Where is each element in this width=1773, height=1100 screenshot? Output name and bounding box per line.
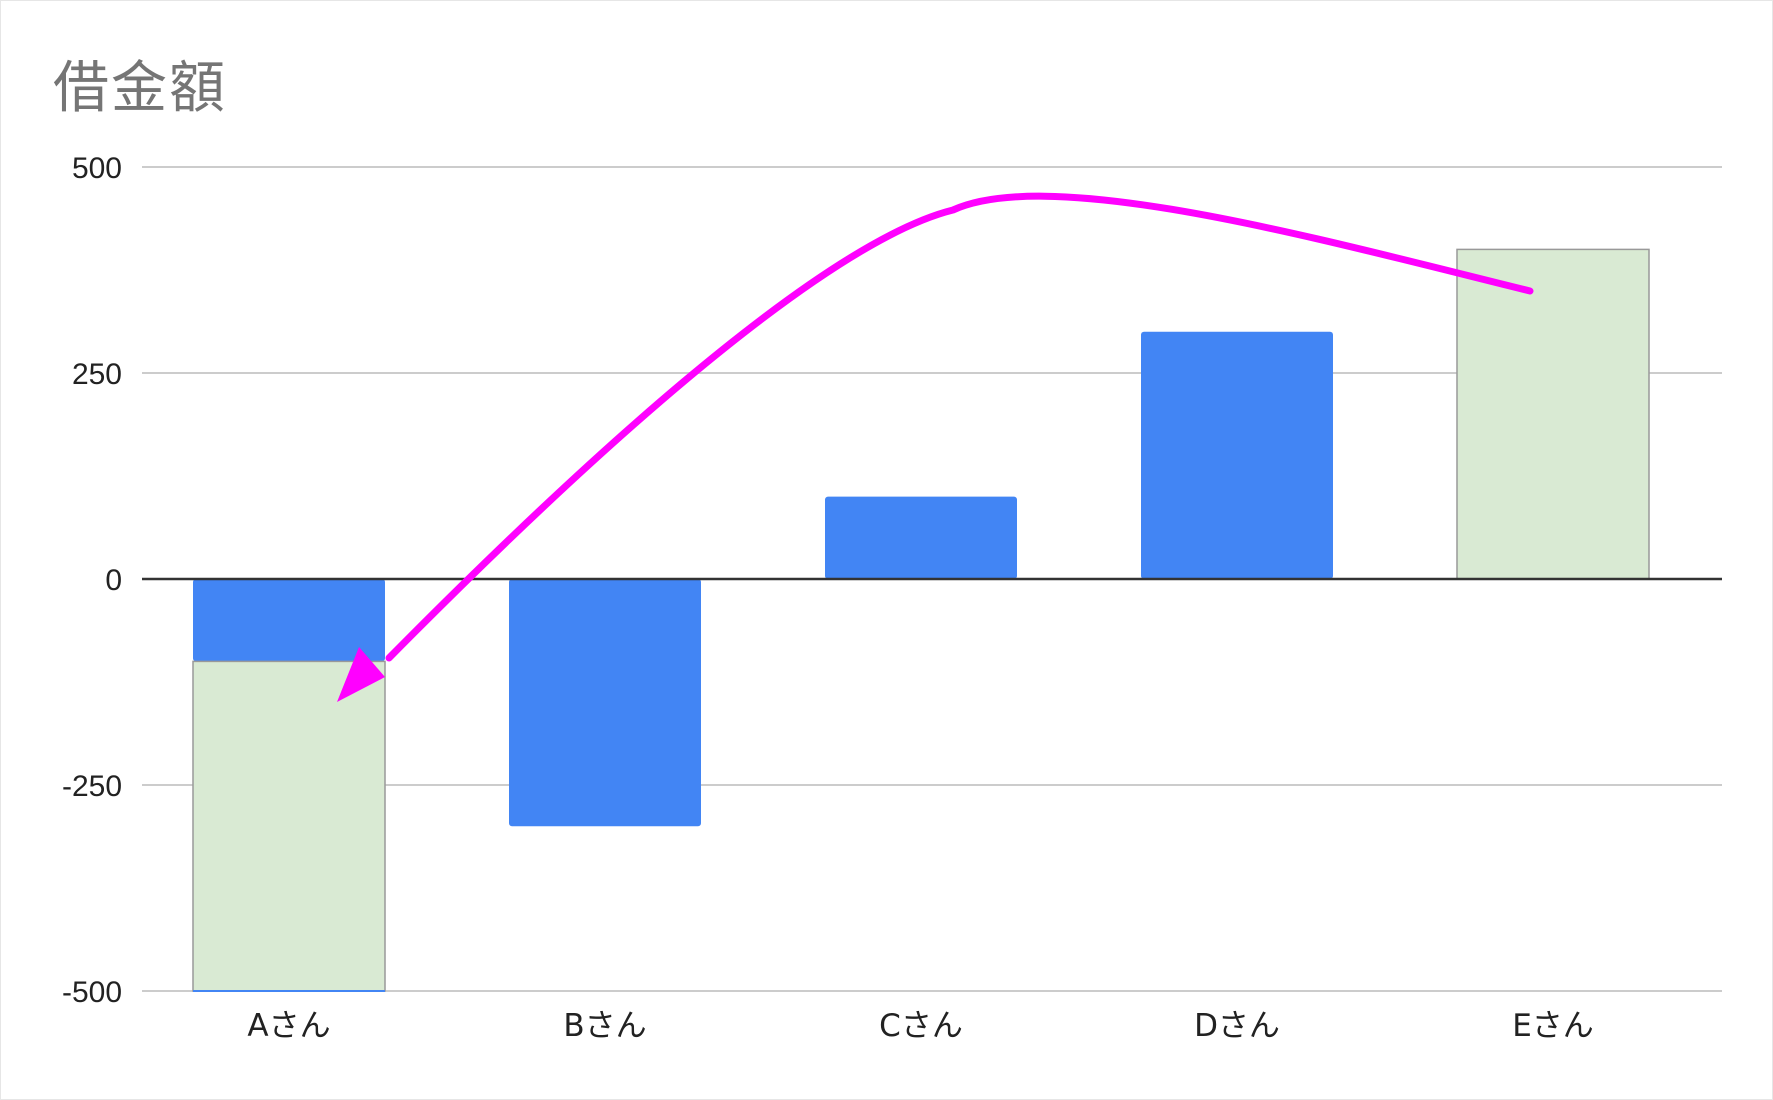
- x-category-label: Bさん: [563, 1008, 646, 1044]
- category-labels: Aさん Bさん Cさん Dさん Eさん: [247, 1008, 1593, 1044]
- y-tick-label: -500: [62, 976, 122, 1009]
- bar-blue: [825, 496, 1017, 579]
- y-tick-label: 250: [72, 358, 122, 391]
- x-category-label: Cさん: [879, 1008, 963, 1044]
- y-tick-label: 500: [72, 152, 122, 185]
- bar-blue: [193, 579, 385, 662]
- chart-title: 借金額: [53, 56, 227, 121]
- bar-green: [192, 660, 386, 992]
- y-tick-label: -250: [62, 770, 122, 803]
- x-category-label: Eさん: [1512, 1008, 1594, 1044]
- arrow-curve: [385, 192, 1534, 662]
- bar-blue: [509, 579, 701, 827]
- transfer-arrow: [337, 192, 1534, 702]
- y-tick-label: 0: [105, 564, 122, 597]
- bar-green: [1456, 248, 1650, 580]
- bar-blue: [1141, 331, 1333, 579]
- bars: [192, 248, 1650, 992]
- y-tick-labels: 500 250 0 -250 -500: [62, 152, 122, 1009]
- x-category-label: Aさん: [247, 1008, 330, 1044]
- arrow-head-icon: [337, 647, 385, 702]
- x-category-label: Dさん: [1194, 1008, 1280, 1044]
